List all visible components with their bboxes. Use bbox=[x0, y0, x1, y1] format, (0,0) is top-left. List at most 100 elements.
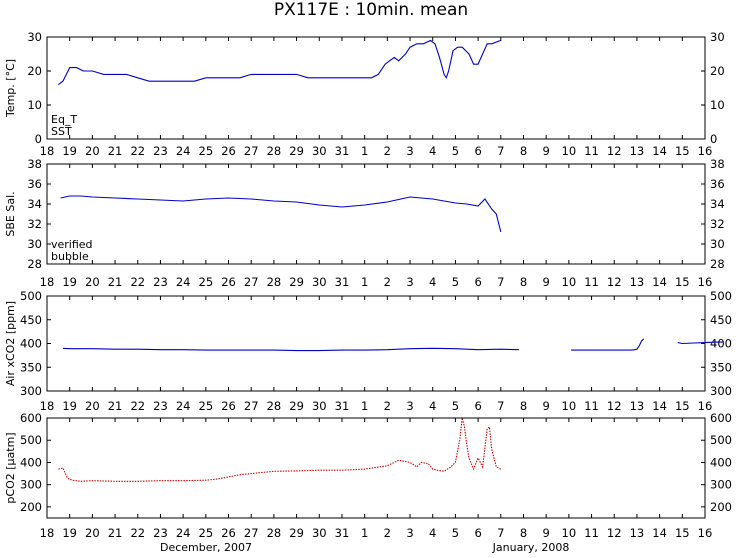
y-tick-label: 350 bbox=[20, 360, 42, 374]
x-tick-label: 2 bbox=[384, 399, 391, 413]
x-tick-label: 7 bbox=[497, 144, 504, 158]
x-tick-label: 13 bbox=[630, 399, 645, 413]
x-tick-label: 25 bbox=[199, 399, 214, 413]
x-tick-label: 6 bbox=[474, 399, 481, 413]
legend-entry: Eq_T bbox=[51, 113, 77, 126]
x-tick-label: 14 bbox=[652, 399, 667, 413]
x-tick-label: 24 bbox=[176, 144, 191, 158]
y-tick-label: 32 bbox=[27, 217, 42, 231]
chart-title: PX117E : 10min. mean bbox=[274, 0, 468, 20]
y-axis-label: pCO2 [µatm] bbox=[4, 432, 17, 503]
y-tick-label-right: 28 bbox=[710, 257, 725, 271]
legend-entry: verified bbox=[51, 238, 93, 251]
x-tick-label: 22 bbox=[130, 399, 145, 413]
x-tick-label: 15 bbox=[675, 144, 690, 158]
y-tick-label-right: 0 bbox=[710, 132, 717, 146]
y-tick-label-right: 30 bbox=[710, 237, 725, 251]
y-tick-label: 500 bbox=[20, 433, 42, 447]
x-tick-label: 9 bbox=[543, 144, 550, 158]
x-tick-label: 18 bbox=[40, 144, 55, 158]
x-tick-label: 3 bbox=[406, 144, 413, 158]
x-tick-label: 10 bbox=[562, 144, 577, 158]
x-tick-label: 26 bbox=[221, 275, 236, 289]
x-tick-label: 22 bbox=[130, 526, 145, 540]
x-tick-label: 14 bbox=[652, 526, 667, 540]
x-tick-label: 1 bbox=[361, 275, 368, 289]
x-tick-label: 25 bbox=[199, 526, 214, 540]
x-tick-label: 13 bbox=[630, 275, 645, 289]
x-tick-label: 8 bbox=[520, 526, 527, 540]
y-tick-label-right: 36 bbox=[710, 177, 725, 191]
x-tick-label: 20 bbox=[85, 275, 100, 289]
x-tick-label: 2 bbox=[384, 275, 391, 289]
x-tick-label: 11 bbox=[584, 275, 599, 289]
x-tick-label: 20 bbox=[85, 144, 100, 158]
y-tick-label: 20 bbox=[27, 64, 42, 78]
x-tick-label: 28 bbox=[267, 526, 282, 540]
x-tick-label: 24 bbox=[176, 275, 191, 289]
y-axis-label: SBE Sal. bbox=[4, 191, 17, 236]
y-tick-label: 500 bbox=[20, 289, 42, 303]
x-tick-label: 3 bbox=[406, 275, 413, 289]
x-tick-label: 20 bbox=[85, 526, 100, 540]
x-tick-label: 8 bbox=[520, 144, 527, 158]
x-tick-label: 10 bbox=[562, 399, 577, 413]
x-tick-label: 23 bbox=[153, 275, 168, 289]
y-tick-label: 0 bbox=[35, 132, 42, 146]
panel-4: 18 19 20 21 22 23 24 25 26 27 28 29 30 31 1 2 3 4 5 6 7 8 9 10 1… bbox=[4, 411, 732, 540]
x-tick-label: 18 bbox=[40, 526, 55, 540]
month-label-january: January, 2008 bbox=[492, 541, 570, 554]
x-tick-label: 13 bbox=[630, 526, 645, 540]
x-tick-label: 26 bbox=[221, 526, 236, 540]
x-tick-label: 14 bbox=[652, 275, 667, 289]
x-tick-label: 26 bbox=[221, 144, 236, 158]
x-tick-label: 20 bbox=[85, 399, 100, 413]
panel-1: 18 19 20 21 22 23 24 25 26 27 28 29 30 31 1 2 3 4 5 6 7 8 9 10 1… bbox=[4, 30, 725, 158]
x-tick-label: 5 bbox=[452, 526, 459, 540]
x-tick-label: 18 bbox=[40, 399, 55, 413]
y-tick-label-right: 30 bbox=[710, 30, 725, 44]
x-tick-label: 5 bbox=[452, 144, 459, 158]
x-tick-label: 30 bbox=[312, 275, 327, 289]
panel-2: 18 19 20 21 22 23 24 25 26 27 28 29 30 31 1 2 3 4 5 6 7 8 9 10 1… bbox=[4, 157, 725, 289]
x-tick-label: 15 bbox=[675, 526, 690, 540]
plot-frame bbox=[46, 295, 706, 392]
x-tick-label: 21 bbox=[108, 144, 123, 158]
x-tick-label: 22 bbox=[130, 275, 145, 289]
x-tick-label: 30 bbox=[312, 144, 327, 158]
x-tick-label: 27 bbox=[244, 526, 259, 540]
series-line-1 bbox=[58, 417, 502, 482]
plot-frame bbox=[46, 163, 706, 265]
y-tick-label: 450 bbox=[20, 313, 42, 327]
x-tick-label: 29 bbox=[289, 144, 304, 158]
legend-entry: bubble bbox=[51, 250, 89, 263]
x-tick-label: 27 bbox=[244, 275, 259, 289]
y-tick-label-right: 500 bbox=[710, 289, 732, 303]
x-tick-label: 24 bbox=[176, 526, 191, 540]
x-tick-label: 29 bbox=[289, 399, 304, 413]
x-tick-label: 19 bbox=[62, 144, 77, 158]
y-tick-label-right: 200 bbox=[710, 500, 732, 514]
x-tick-label: 10 bbox=[562, 526, 577, 540]
series-line-1 bbox=[62, 338, 724, 352]
x-tick-label: 1 bbox=[361, 144, 368, 158]
x-tick-label: 3 bbox=[406, 526, 413, 540]
y-tick-label: 30 bbox=[27, 237, 42, 251]
x-tick-label: 31 bbox=[335, 526, 350, 540]
plot-frame bbox=[46, 417, 706, 519]
y-tick-label-right: 600 bbox=[710, 411, 732, 425]
x-tick-label: 12 bbox=[607, 275, 622, 289]
plot-frame bbox=[46, 36, 706, 140]
series-line-1 bbox=[60, 195, 502, 233]
x-tick-label: 1 bbox=[361, 399, 368, 413]
y-tick-label-right: 350 bbox=[710, 360, 732, 374]
x-tick-label: 23 bbox=[153, 144, 168, 158]
x-tick-label: 21 bbox=[108, 399, 123, 413]
x-tick-label: 23 bbox=[153, 399, 168, 413]
x-tick-label: 25 bbox=[199, 275, 214, 289]
x-tick-label: 6 bbox=[474, 526, 481, 540]
x-tick-label: 19 bbox=[62, 275, 77, 289]
y-tick-label: 300 bbox=[20, 478, 42, 492]
x-tick-label: 29 bbox=[289, 526, 304, 540]
x-tick-label: 11 bbox=[584, 399, 599, 413]
